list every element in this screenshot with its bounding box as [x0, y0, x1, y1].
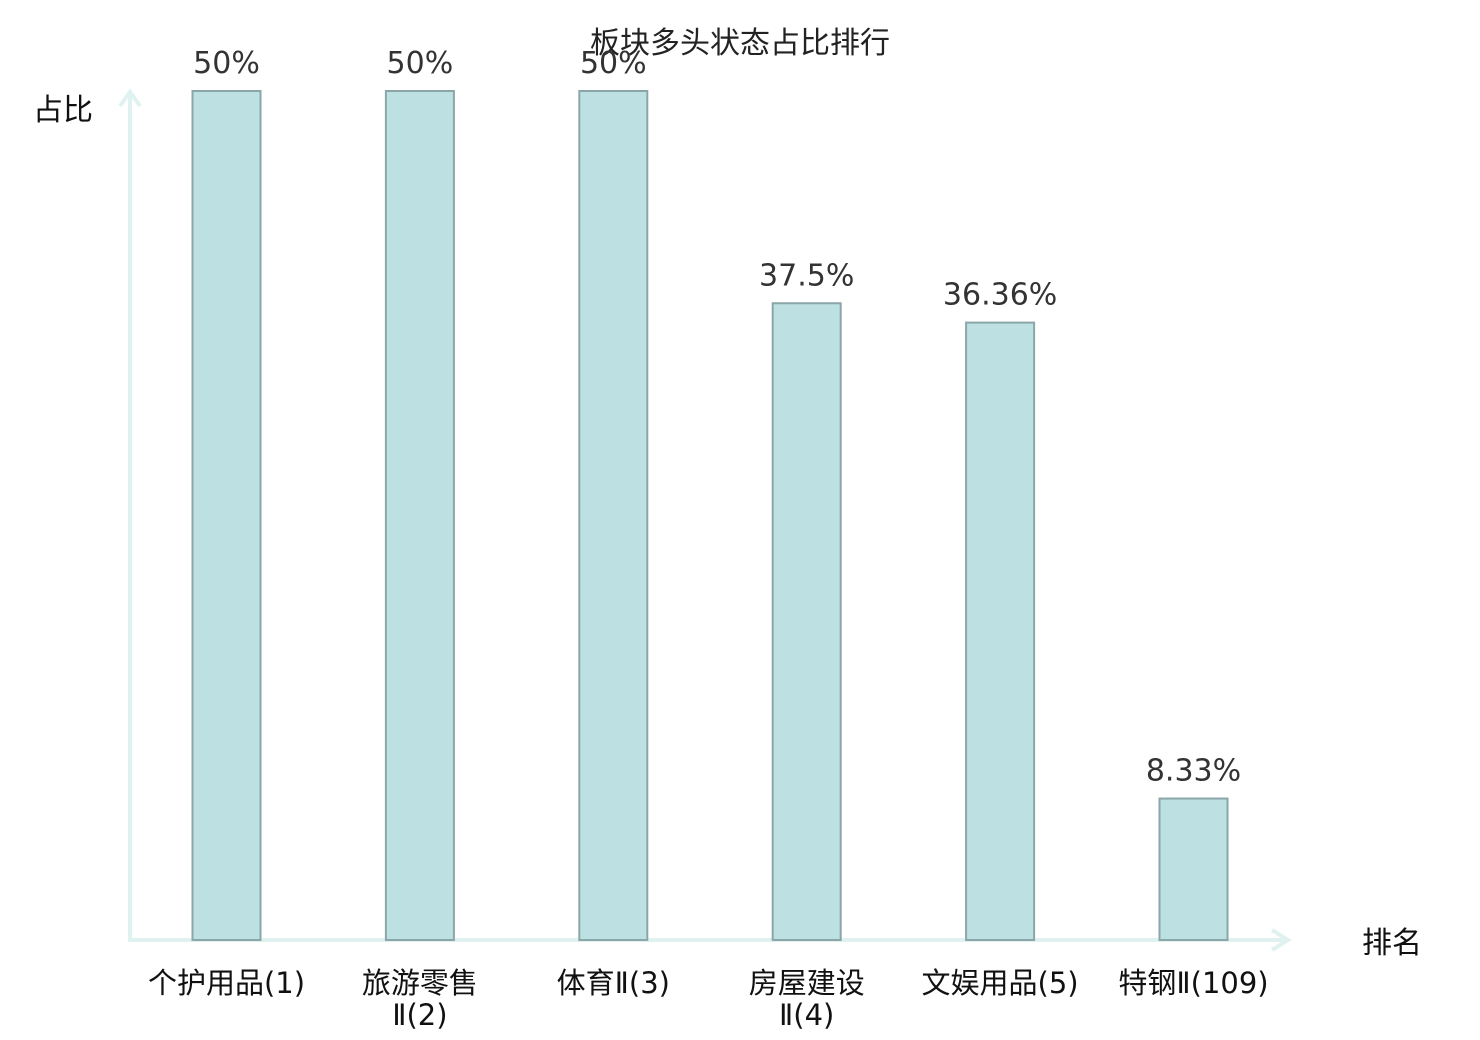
x-axis-label: 排名: [1362, 926, 1422, 961]
value-label-3: 50%: [580, 46, 647, 81]
y-axis-arrow: [118, 88, 142, 108]
chart-title: 板块多头状态占比排行: [590, 26, 890, 61]
bar-4: [771, 302, 842, 941]
category-label-5: 文娱用品(5): [922, 966, 1079, 1000]
category-label-3: 体育Ⅱ(3): [557, 966, 670, 1000]
bar-6: [1158, 797, 1229, 941]
value-label-2: 50%: [387, 46, 454, 81]
value-label-6: 8.33%: [1146, 754, 1241, 789]
category-label-4-line-2: Ⅱ(4): [779, 998, 834, 1032]
value-label-1: 50%: [193, 46, 260, 81]
category-label-4-line-1: 房屋建设: [749, 966, 865, 1000]
axes: [118, 88, 1292, 952]
y-axis-label: 占比: [33, 93, 93, 128]
value-label-5: 36.36%: [943, 278, 1057, 313]
value-labels-group: 50% 50% 50% 37.5% 36.36% 8.33%: [193, 46, 1241, 789]
value-label-4: 37.5%: [759, 258, 854, 293]
bar-2: [384, 90, 455, 941]
bar-1: [191, 90, 262, 941]
category-label-1: 个护用品(1): [148, 966, 305, 1000]
x-axis-arrow: [1270, 928, 1292, 952]
bar-5: [965, 321, 1036, 942]
bars-group: [191, 90, 1229, 942]
category-label-6: 特钢Ⅱ(109): [1118, 966, 1268, 1000]
category-label-2-line-2: Ⅱ(2): [392, 998, 447, 1032]
category-label-2-line-1: 旅游零售: [362, 966, 478, 1000]
bar-3: [578, 90, 649, 941]
